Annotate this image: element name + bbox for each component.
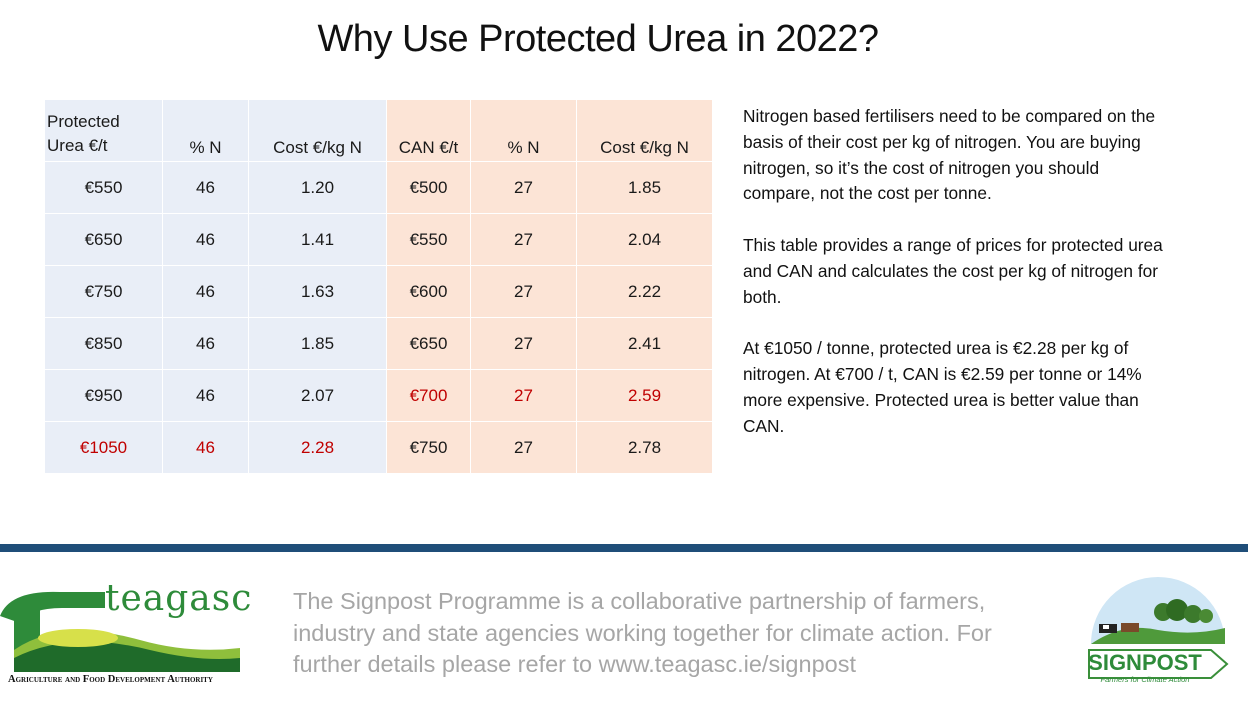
can-cost-cell: 2.22: [576, 265, 713, 318]
table-row: €650 46 1.41 €550 27 2.04: [44, 213, 713, 266]
can-n-cell-highlight: 27: [470, 369, 577, 422]
header-urea-n: % N: [162, 99, 249, 162]
footer-divider: [0, 544, 1248, 552]
urea-n-cell: 46: [162, 265, 249, 318]
can-cost-cell: 2.41: [576, 317, 713, 370]
price-comparison-table: Protected Urea €/t % N Cost €/kg N CAN €…: [44, 99, 713, 474]
urea-cost-cell: 1.63: [248, 265, 387, 318]
header-urea-price: Protected Urea €/t: [44, 99, 163, 162]
header-can-cost: Cost €/kg N: [576, 99, 713, 162]
can-n-cell: 27: [470, 161, 577, 214]
can-cost-cell: 2.04: [576, 213, 713, 266]
signpost-emblem-icon: SIGNPOST Farmers for Climate Action: [1088, 577, 1229, 684]
urea-price-cell: €850: [44, 317, 163, 370]
can-n-cell: 27: [470, 421, 577, 474]
can-cost-cell: 1.85: [576, 161, 713, 214]
header-can-price: CAN €/t: [386, 99, 471, 162]
table-header-row: Protected Urea €/t % N Cost €/kg N CAN €…: [44, 99, 713, 162]
can-cost-cell-highlight: 2.59: [576, 369, 713, 422]
description-panel: Nitrogen based fertilisers need to be co…: [743, 104, 1173, 465]
signpost-tagline: Farmers for Climate Action: [1101, 675, 1190, 684]
urea-cost-cell-highlight: 2.28: [248, 421, 387, 474]
urea-n-cell: 46: [162, 317, 249, 370]
can-n-cell: 27: [470, 213, 577, 266]
description-paragraph-1: Nitrogen based fertilisers need to be co…: [743, 106, 1156, 204]
can-n-cell: 27: [470, 317, 577, 370]
can-price-cell: €600: [386, 265, 471, 318]
urea-price-cell: €550: [44, 161, 163, 214]
teagasc-emblem-icon: [0, 591, 240, 672]
urea-cost-cell: 2.07: [248, 369, 387, 422]
urea-price-cell-highlight: €1050: [44, 421, 163, 474]
urea-price-cell: €650: [44, 213, 163, 266]
can-price-cell: €750: [386, 421, 471, 474]
teagasc-subtitle: Agriculture and Food Development Authori…: [8, 674, 213, 685]
can-price-cell-highlight: €700: [386, 369, 471, 422]
header-urea-cost: Cost €/kg N: [248, 99, 387, 162]
header-can-n: % N: [470, 99, 577, 162]
urea-cost-cell: 1.85: [248, 317, 387, 370]
urea-price-cell: €750: [44, 265, 163, 318]
can-n-cell: 27: [470, 265, 577, 318]
description-paragraph-3: At €1050 / tonne, protected urea is €2.2…: [743, 338, 1142, 436]
urea-cost-cell: 1.41: [248, 213, 387, 266]
urea-cost-cell: 1.20: [248, 161, 387, 214]
footer-text: The Signpost Programme is a collaborativ…: [293, 588, 992, 677]
description-paragraph-2: This table provides a range of prices fo…: [743, 234, 1163, 307]
can-price-cell: €500: [386, 161, 471, 214]
page-title: Why Use Protected Urea in 2022?: [317, 18, 879, 60]
urea-n-cell-highlight: 46: [162, 421, 249, 474]
urea-n-cell: 46: [162, 369, 249, 422]
urea-price-cell: €950: [44, 369, 163, 422]
table-row: €850 46 1.85 €650 27 2.41: [44, 317, 713, 370]
can-price-cell: €650: [386, 317, 471, 370]
teagasc-wordmark: teagasc: [105, 578, 253, 619]
can-cost-cell: 2.78: [576, 421, 713, 474]
urea-n-cell: 46: [162, 161, 249, 214]
table-row: €950 46 2.07 €700 27 2.59: [44, 369, 713, 422]
table-row: €1050 46 2.28 €750 27 2.78: [44, 421, 713, 474]
signpost-logo: SIGNPOST Farmers for Climate Action: [1083, 572, 1233, 684]
table-row: €550 46 1.20 €500 27 1.85: [44, 161, 713, 214]
urea-n-cell: 46: [162, 213, 249, 266]
table-row: €750 46 1.63 €600 27 2.22: [44, 265, 713, 318]
can-price-cell: €550: [386, 213, 471, 266]
signpost-wordmark: SIGNPOST: [1088, 650, 1202, 675]
teagasc-logo: teagasc Agriculture and Food Development…: [0, 578, 253, 688]
